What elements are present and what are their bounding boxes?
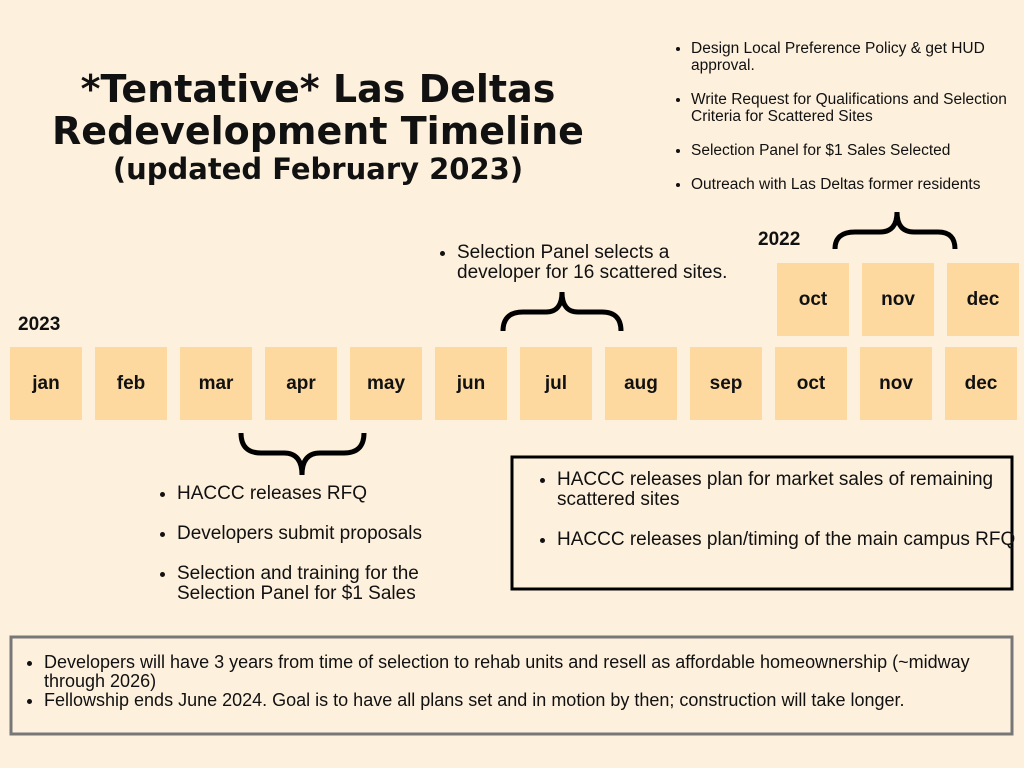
- month-box: may: [350, 347, 422, 420]
- fall-box: [510, 455, 1014, 591]
- month-box: oct: [775, 347, 847, 420]
- month-box: feb: [95, 347, 167, 420]
- brace: [500, 291, 624, 332]
- month-box: apr: [265, 347, 337, 420]
- subtitle: (updated February 2023): [112, 152, 524, 186]
- brace: [832, 211, 958, 250]
- bullet: Selection Panel selects a developer for …: [457, 243, 747, 283]
- bullet: HACCC releases RFQ: [177, 484, 497, 504]
- bullet: Developers submit proposals: [177, 524, 497, 544]
- bullet: Developers will have 3 years from time o…: [44, 653, 1024, 691]
- year-label: 2022: [758, 229, 801, 250]
- month-box: sep: [690, 347, 762, 420]
- footer-box: [9, 635, 1014, 736]
- month-box: oct: [777, 263, 849, 336]
- month-box: jan: [10, 347, 82, 420]
- spring-notes: HACCC releases RFQ Developers submit prop…: [155, 484, 497, 624]
- month-box: jul: [520, 347, 592, 420]
- footer-notes: Developers will have 3 years from time o…: [22, 653, 1024, 710]
- bullet: Design Local Preference Policy & get HUD…: [691, 40, 1024, 74]
- month-box: nov: [862, 263, 934, 336]
- month-box: dec: [947, 263, 1019, 336]
- bullet: Fellowship ends June 2024. Goal is to ha…: [44, 691, 1024, 710]
- month-box: jun: [435, 347, 507, 420]
- bullet: Selection and training for the Selection…: [177, 564, 497, 604]
- bullet: Outreach with Las Deltas former resident…: [691, 176, 1024, 193]
- title: *Tentative* Las Deltas Redevelopment Tim…: [0, 68, 636, 186]
- summer-notes: Selection Panel selects a developer for …: [435, 243, 747, 303]
- fall-notes: HACCC releases plan for market sales of …: [535, 470, 1024, 570]
- month-box: aug: [605, 347, 677, 420]
- month-box: dec: [945, 347, 1017, 420]
- month-box: nov: [860, 347, 932, 420]
- top-notes: Design Local Preference Policy & get HUD…: [669, 40, 1024, 210]
- bullet: HACCC releases plan for market sales of …: [557, 470, 1024, 510]
- brace: [238, 432, 367, 476]
- year-label: 2023: [18, 314, 61, 335]
- title-line: Redevelopment Timeline: [52, 109, 584, 153]
- bullet: Write Request for Qualifications and Sel…: [691, 91, 1024, 125]
- title-line: *Tentative* Las Deltas: [80, 67, 556, 111]
- bullet: Selection Panel for $1 Sales Selected: [691, 142, 1024, 159]
- month-box: mar: [180, 347, 252, 420]
- bullet: HACCC releases plan/timing of the main c…: [557, 530, 1024, 550]
